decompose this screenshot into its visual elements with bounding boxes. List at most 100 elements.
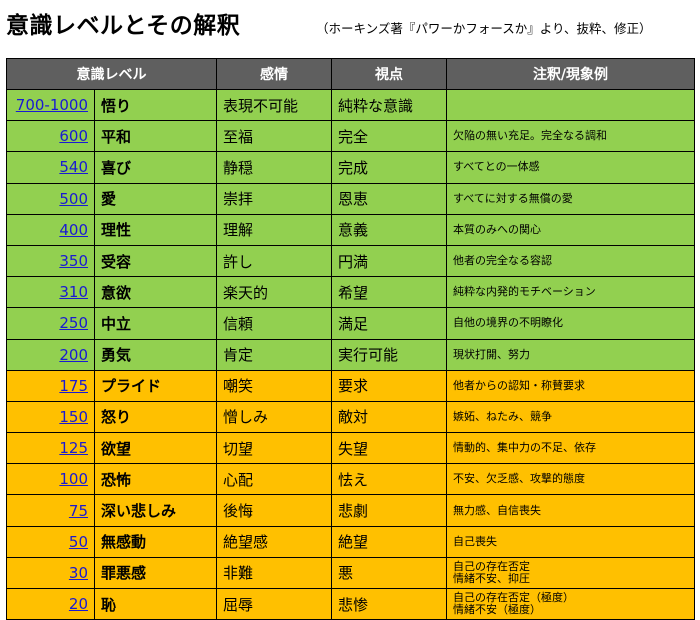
level-link[interactable]: 400 [59, 220, 88, 239]
table-row: 350 受容 許し 円満 他者の完全なる容認 [6, 244, 695, 278]
level-link[interactable]: 540 [59, 158, 88, 177]
table-row: 30 罪悪感 非難悪自己の存在否定 情緒不安、抑圧 [6, 556, 695, 590]
emotion-cell: 後悔 [216, 494, 332, 527]
emotion-cell: 静穏 [216, 151, 332, 184]
view-cell: 恩恵 [331, 182, 447, 215]
level-name: 欲望 [94, 432, 217, 465]
note-cell: 自己の存在否定（極度） 情緒不安（極度） [446, 587, 695, 620]
view-cell: 実行可能 [331, 338, 447, 371]
level-link[interactable]: 175 [59, 376, 88, 395]
emotion-cell: 嘲笑 [216, 369, 332, 402]
view-cell: 要求 [331, 369, 447, 402]
level-link[interactable]: 150 [59, 407, 88, 426]
level-link[interactable]: 50 [68, 532, 88, 551]
level-name: 喜び [94, 151, 217, 184]
level-name: 深い悲しみ [94, 494, 217, 527]
note-line-1: 自己の存在否定 [453, 559, 530, 573]
note-line-1: 欠陥の無い充足。完全なる調和 [453, 129, 607, 143]
level-name: 怒り [94, 400, 217, 434]
note-cell: 不安、欠乏感、攻撃的態度 [446, 463, 695, 496]
emotion-cell: 切望 [216, 432, 332, 465]
emotion-cell: 心配 [216, 463, 332, 496]
table-row: 150 怒り 憎しみ 敵対 嫉妬、ねたみ、競争 [6, 400, 695, 434]
emotion-cell: 信頼 [216, 307, 332, 340]
level-cell: 125 [6, 432, 95, 465]
level-link[interactable]: 600 [59, 127, 88, 146]
note-line-1: 自己喪失 [453, 534, 497, 548]
level-name: 意欲 [94, 276, 217, 309]
level-cell: 75 [6, 494, 95, 527]
title-bar: 意識レベルとその解釈 （ホーキンズ著『パワーかフォースか』より、抜粋、修正） [0, 0, 700, 48]
level-cell: 175 [6, 369, 95, 402]
note-cell: 自他の境界の不明瞭化 [446, 307, 695, 340]
note-cell: 嫉妬、ねたみ、競争 [446, 400, 695, 434]
level-link[interactable]: 500 [59, 189, 88, 208]
note-line-1: すべてに対する無償の愛 [453, 191, 573, 205]
note-line-1: 自他の境界の不明瞭化 [453, 316, 563, 330]
header-view: 視点 [331, 58, 447, 90]
level-link[interactable]: 200 [59, 345, 88, 364]
table-row: 310 意欲 楽天的 希望 純粋な内発的モチベーション [6, 276, 695, 309]
level-cell: 50 [6, 525, 95, 558]
level-link[interactable]: 100 [59, 470, 88, 489]
view-cell: 悲惨 [331, 587, 447, 620]
level-link[interactable]: 30 [68, 563, 88, 582]
note-cell: すべてとの一体感 [446, 151, 695, 184]
level-name: 罪悪感 [94, 556, 217, 590]
emotion-cell: 非難 [216, 556, 332, 590]
level-cell: 20 [6, 587, 95, 620]
level-link[interactable]: 250 [59, 314, 88, 333]
level-link[interactable]: 75 [68, 501, 88, 520]
level-cell: 700-1000 [6, 88, 95, 122]
note-cell: すべてに対する無償の愛 [446, 182, 695, 215]
note-cell: 情動的、集中力の不足、依存 [446, 432, 695, 465]
table-row: 540 喜び 静穏 完成 すべてとの一体感 [6, 151, 695, 184]
level-name: 恥 [94, 587, 217, 620]
table-row: 400 理性 理解 意義 本質のみへの関心 [6, 213, 695, 246]
level-link[interactable]: 350 [59, 252, 88, 271]
header-emotion: 感情 [216, 58, 332, 90]
level-name: 愛 [94, 182, 217, 215]
note-line-1: 自己の存在否定（極度） [453, 591, 574, 605]
level-name: 悟り [94, 88, 217, 122]
level-name: 理性 [94, 213, 217, 246]
note-line-2: 情緒不安、抑圧 [453, 571, 530, 585]
level-link[interactable]: 125 [59, 439, 88, 458]
table-header-row: 意識レベル 感情 視点 注釈/現象例 [6, 58, 695, 90]
note-cell: 現状打開、努力 [446, 338, 695, 371]
view-cell: 絶望 [331, 525, 447, 558]
note-line-2: 情緒不安（極度） [453, 603, 541, 617]
level-cell: 310 [6, 276, 95, 309]
level-link[interactable]: 20 [68, 595, 88, 614]
note-line-1: 現状打開、努力 [453, 347, 530, 361]
view-cell: 純粋な意識 [331, 88, 447, 122]
note-cell: 他者の完全なる容認 [446, 244, 695, 278]
level-cell: 250 [6, 307, 95, 340]
consciousness-level-table: 意識レベル 感情 視点 注釈/現象例 700-1000 悟り 表現不可能 純粋な意識 6… [6, 58, 695, 620]
note-cell: 本質のみへの関心 [446, 213, 695, 246]
view-cell: 円満 [331, 244, 447, 278]
level-link[interactable]: 700-1000 [15, 96, 88, 115]
emotion-cell: 肯定 [216, 338, 332, 371]
note-cell: 自己の存在否定 情緒不安、抑圧 [446, 556, 695, 590]
view-cell: 怯え [331, 463, 447, 496]
view-cell: 完全 [331, 120, 447, 153]
note-cell: 自己喪失 [446, 525, 695, 558]
table-row: 100 恐怖 心配 怯え 不安、欠乏感、攻撃的態度 [6, 463, 695, 496]
level-name: 受容 [94, 244, 217, 278]
page-subtitle: （ホーキンズ著『パワーかフォースか』より、抜粋、修正） [316, 21, 652, 36]
note-line-1: 不安、欠乏感、攻撃的態度 [453, 472, 585, 486]
note-line-1: 無力感、自信喪失 [453, 503, 541, 517]
emotion-cell: 憎しみ [216, 400, 332, 434]
emotion-cell: 崇拝 [216, 182, 332, 215]
note-line-1: 嫉妬、ねたみ、競争 [453, 409, 552, 423]
note-line-1: 本質のみへの関心 [453, 222, 541, 236]
level-link[interactable]: 310 [59, 283, 88, 302]
view-cell: 希望 [331, 276, 447, 309]
level-name: 恐怖 [94, 463, 217, 496]
table-row: 700-1000 悟り 表現不可能 純粋な意識 [6, 88, 695, 122]
emotion-cell: 絶望感 [216, 525, 332, 558]
emotion-cell: 表現不可能 [216, 88, 332, 122]
note-cell: 他者からの認知・称賛要求 [446, 369, 695, 402]
level-cell: 100 [6, 463, 95, 496]
